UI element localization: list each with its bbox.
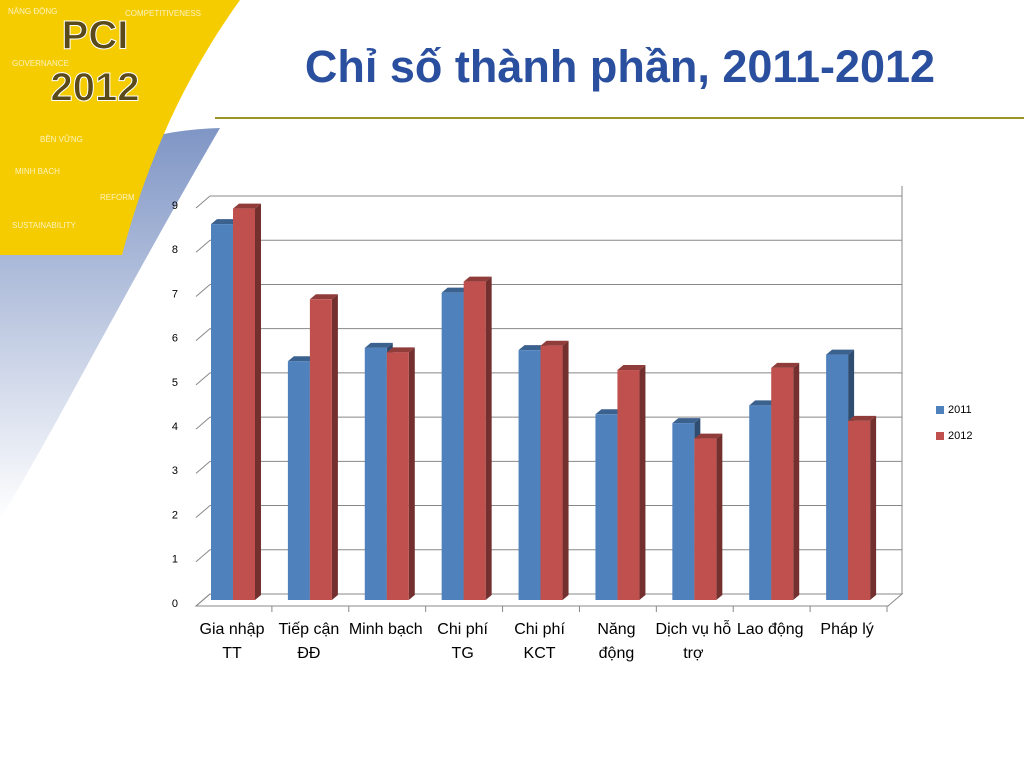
y-tick-label: 7: [172, 288, 178, 300]
bar: [364, 347, 387, 600]
logo-title: PCI: [62, 14, 129, 58]
bar-top: [287, 356, 316, 362]
bar-top: [441, 287, 470, 293]
bar-side: [255, 203, 261, 600]
grid-line-side: [195, 549, 211, 563]
legend-label: 2012: [948, 430, 972, 442]
x-tick-label: Năng động: [597, 621, 636, 662]
bar: [518, 350, 541, 600]
logo-word: GOVERNANCE: [12, 59, 69, 68]
bar-top: [463, 276, 492, 282]
bar-top: [694, 433, 723, 439]
grid-line-side: [195, 416, 211, 430]
bar-top: [540, 340, 569, 346]
bar-top: [617, 365, 646, 371]
bar-top: [211, 219, 239, 225]
legend-label: 2011: [948, 404, 972, 416]
bar: [386, 352, 409, 600]
legend-swatch: [936, 406, 944, 414]
logo-bg: [0, 0, 240, 255]
bar: [463, 281, 486, 600]
y-tick-label: 8: [172, 244, 178, 256]
x-tick-label: Lao động: [736, 621, 804, 638]
bar-side: [870, 415, 877, 600]
grid-line-side: [195, 284, 211, 297]
bar: [826, 354, 849, 600]
grid-line-side: [195, 505, 211, 518]
bar: [694, 438, 717, 600]
logo-word: SUSTAINABILITY: [12, 221, 77, 230]
logo-word: MINH BẠCH: [15, 167, 60, 176]
x-tick-label: Chi phí TG: [437, 621, 488, 662]
logo-word: REFORM: [100, 193, 135, 202]
bar-top: [848, 415, 877, 421]
x-tick-label: Dịch vụ hỗ trợ: [655, 621, 732, 662]
grid-line-side: [195, 195, 211, 209]
bar-top: [749, 400, 778, 406]
bar: [595, 414, 618, 600]
y-tick-label: 2: [172, 509, 178, 521]
bar-top: [309, 294, 338, 300]
y-tick-label: 1: [172, 554, 178, 566]
bar: [771, 367, 794, 600]
chart-title: Chỉ số thành phần, 2011-2012: [305, 41, 935, 92]
bar: [617, 370, 640, 600]
y-tick-label: 4: [172, 421, 178, 433]
bar: [233, 208, 255, 600]
bar-top: [233, 203, 261, 209]
bar-side: [793, 362, 800, 600]
y-tick-label: 6: [172, 333, 178, 345]
y-tick-label: 0: [172, 598, 178, 610]
y-tick-label: 9: [172, 200, 178, 212]
bar-top: [771, 362, 800, 368]
bar-top: [672, 418, 701, 424]
y-tick-label: 3: [172, 465, 178, 477]
grid-line-side: [195, 239, 211, 253]
bar: [540, 345, 563, 600]
bar: [441, 292, 464, 600]
logo-year: 2012: [51, 66, 140, 110]
x-tick-label: Tiếp cận ĐĐ: [278, 621, 340, 662]
grid-line-side: [195, 372, 211, 386]
x-tick-label: Minh bạch: [348, 621, 423, 638]
bar-top: [595, 409, 624, 415]
bar-side: [562, 340, 569, 600]
logo-word: BỀN VỮNG: [40, 134, 83, 144]
bar: [287, 361, 310, 600]
y-tick-label: 5: [172, 377, 178, 389]
bar-side: [639, 365, 646, 600]
bar-top: [518, 345, 547, 351]
bar-side: [716, 433, 723, 600]
bar-top: [386, 347, 415, 353]
bar: [749, 405, 772, 600]
bar-side: [485, 276, 492, 600]
legend-swatch: [936, 432, 944, 440]
bar-side: [331, 294, 338, 600]
logo-words: NĂNG ĐỘNG COMPETITIVENESS GOVERNANCE BỀN VỮ…: [8, 7, 201, 230]
x-tick-label: Chi phí KCT: [514, 621, 565, 662]
bar-top: [364, 342, 393, 348]
bar: [211, 224, 233, 600]
bar: [672, 423, 695, 600]
logo-word: NĂNG ĐỘNG: [8, 7, 57, 16]
bar: [848, 420, 871, 600]
grid-line-side: [195, 328, 211, 342]
grid-line-side: [195, 593, 211, 607]
x-tick-label: Gia nhập TT: [199, 621, 265, 662]
bar: [309, 299, 332, 600]
logo-word: COMPETITIVENESS: [125, 9, 201, 18]
bar-side: [408, 347, 415, 600]
x-tick-label: Pháp lý: [820, 621, 874, 638]
bar-top: [826, 349, 855, 355]
grid-line-side: [195, 460, 211, 474]
